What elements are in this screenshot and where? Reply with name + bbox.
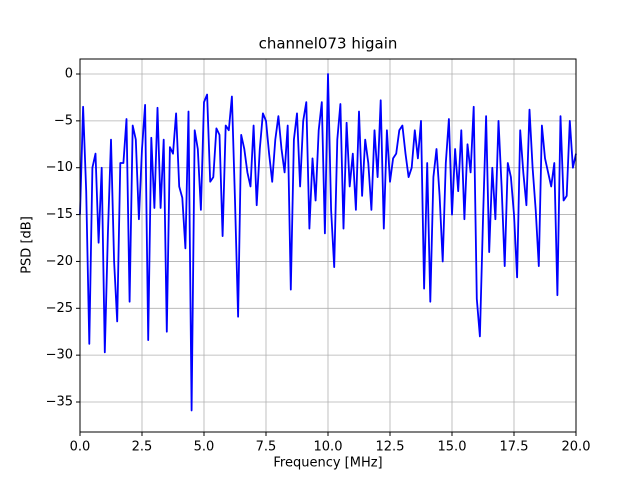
y-tick-label: −10 [46,160,73,175]
x-tick-label: 20.0 [562,440,591,455]
y-tick-label: −5 [54,113,73,128]
x-tick-label: 17.5 [500,440,529,455]
x-tick-label: 15.0 [438,440,467,455]
x-tick-label: 7.5 [256,440,277,455]
x-tick-label: 10.0 [314,440,343,455]
y-tick-label: −30 [46,348,73,363]
data-line [79,73,577,412]
y-tick-label: 0 [65,66,73,81]
y-tick-label: −15 [46,207,73,222]
y-axis-label: PSD [dB] [20,216,35,274]
plot-frame [79,58,577,433]
y-tick-label: −35 [46,395,73,410]
x-tick-label: 5.0 [194,440,215,455]
x-tick-label: 0.0 [70,440,91,455]
x-axis-label: Frequency [MHz] [273,456,382,471]
y-tick-label: −20 [46,254,73,269]
chart-title: channel073 higain [259,35,398,53]
x-tick-label: 12.5 [376,440,405,455]
y-tick-label: −25 [46,301,73,316]
x-tick-label: 2.5 [132,440,153,455]
